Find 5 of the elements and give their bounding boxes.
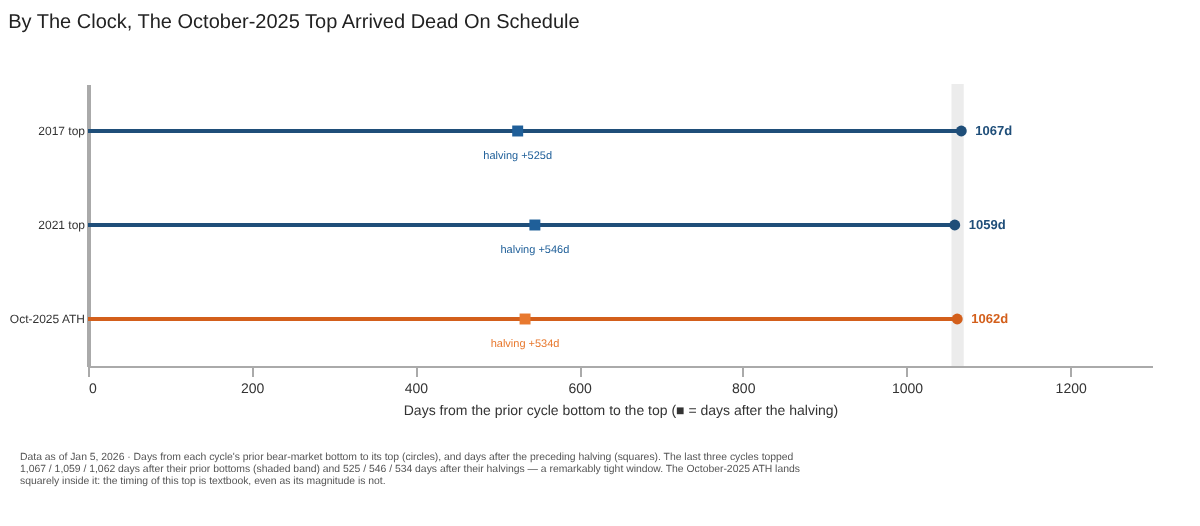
point	[949, 219, 961, 231]
point	[955, 125, 967, 137]
point	[519, 313, 531, 325]
point	[951, 313, 963, 325]
chart-title: By The Clock, The October-2025 Top Arrived Dead On Schedule	[8, 12, 581, 34]
